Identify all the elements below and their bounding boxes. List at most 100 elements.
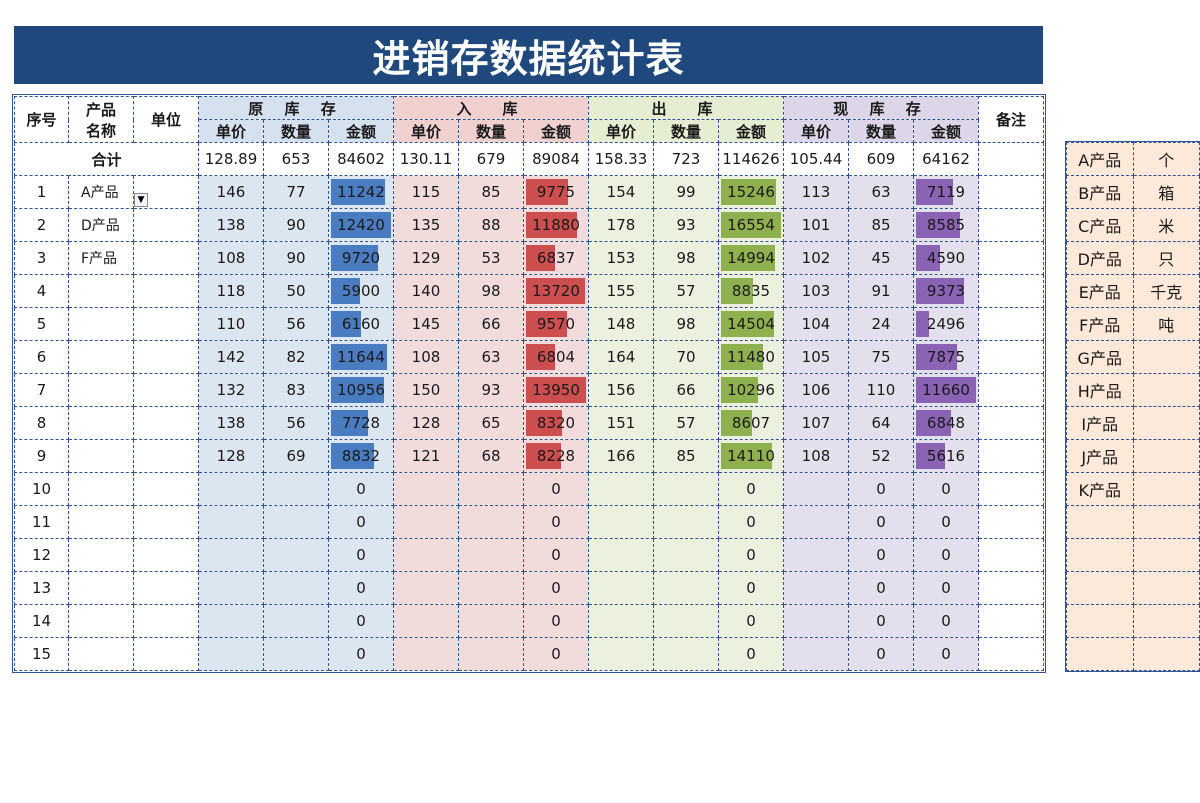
product-name-cell[interactable] [68,406,134,440]
seq-cell[interactable]: 13 [14,571,69,605]
side-unit-cell[interactable] [1132,538,1200,572]
qty-cell[interactable]: 0 [848,604,914,638]
qty-cell[interactable] [458,472,524,506]
side-unit-cell[interactable]: 只 [1132,241,1200,275]
seq-cell[interactable]: 4 [14,274,69,308]
amount-cell[interactable]: 11880 [523,208,589,242]
amount-cell[interactable]: 0 [523,472,589,506]
amount-cell[interactable]: 5900 [328,274,394,308]
seq-cell[interactable]: 14 [14,604,69,638]
remark-cell[interactable] [978,406,1044,440]
unit-cell[interactable] [133,571,199,605]
price-cell[interactable] [393,571,459,605]
price-cell[interactable]: 108 [783,439,849,473]
unit-cell[interactable] [133,406,199,440]
price-cell[interactable] [198,571,264,605]
product-name-cell[interactable]: D产品 [68,208,134,242]
amount-cell[interactable]: 0 [718,472,784,506]
qty-cell[interactable]: 0 [848,637,914,671]
qty-cell[interactable]: 56 [263,307,329,341]
unit-cell[interactable] [133,241,199,275]
unit-cell[interactable] [133,307,199,341]
amount-cell[interactable]: 7728 [328,406,394,440]
remark-cell[interactable] [978,538,1044,572]
qty-cell[interactable] [263,637,329,671]
amount-cell[interactable]: 14994 [718,241,784,275]
side-unit-cell[interactable] [1132,340,1200,374]
qty-cell[interactable]: 91 [848,274,914,308]
qty-cell[interactable]: 53 [458,241,524,275]
amount-cell[interactable]: 0 [523,505,589,539]
total-cell[interactable]: 723 [653,142,719,176]
price-cell[interactable] [393,604,459,638]
price-cell[interactable]: 128 [393,406,459,440]
dropdown-arrow-icon[interactable]: ▼ [134,193,148,207]
side-product-cell[interactable]: J产品 [1066,439,1134,473]
price-cell[interactable] [783,505,849,539]
product-name-cell[interactable] [68,472,134,506]
qty-cell[interactable]: 63 [848,175,914,209]
price-cell[interactable] [783,604,849,638]
amount-cell[interactable]: 0 [913,472,979,506]
remark-cell[interactable] [978,274,1044,308]
amount-cell[interactable]: 0 [523,604,589,638]
amount-cell[interactable]: 5616 [913,439,979,473]
side-product-cell[interactable]: H产品 [1066,373,1134,407]
remark-cell[interactable] [978,340,1044,374]
price-cell[interactable]: 118 [198,274,264,308]
price-cell[interactable]: 154 [588,175,654,209]
seq-cell[interactable]: 5 [14,307,69,341]
qty-cell[interactable]: 52 [848,439,914,473]
qty-cell[interactable]: 45 [848,241,914,275]
qty-cell[interactable]: 98 [653,307,719,341]
qty-cell[interactable]: 0 [848,571,914,605]
amount-cell[interactable]: 6837 [523,241,589,275]
amount-cell[interactable]: 8228 [523,439,589,473]
price-cell[interactable]: 178 [588,208,654,242]
qty-cell[interactable] [458,637,524,671]
remark-cell[interactable] [978,307,1044,341]
price-cell[interactable]: 142 [198,340,264,374]
price-cell[interactable] [588,637,654,671]
price-cell[interactable] [588,472,654,506]
price-cell[interactable]: 151 [588,406,654,440]
qty-cell[interactable] [263,604,329,638]
price-cell[interactable]: 148 [588,307,654,341]
price-cell[interactable]: 101 [783,208,849,242]
side-unit-cell[interactable]: 米 [1132,208,1200,242]
seq-cell[interactable]: 2 [14,208,69,242]
amount-cell[interactable]: 0 [523,571,589,605]
side-product-cell[interactable] [1066,637,1134,671]
qty-cell[interactable]: 83 [263,373,329,407]
seq-cell[interactable]: 8 [14,406,69,440]
price-cell[interactable]: 102 [783,241,849,275]
amount-cell[interactable]: 0 [718,604,784,638]
price-cell[interactable]: 108 [198,241,264,275]
amount-cell[interactable]: 11242 [328,175,394,209]
amount-cell[interactable]: 0 [328,604,394,638]
qty-cell[interactable]: 68 [458,439,524,473]
qty-cell[interactable]: 77 [263,175,329,209]
amount-cell[interactable]: 0 [718,571,784,605]
price-cell[interactable] [783,472,849,506]
price-cell[interactable] [783,637,849,671]
qty-cell[interactable] [458,604,524,638]
total-cell[interactable]: 130.11 [393,142,459,176]
total-cell[interactable]: 64162 [913,142,979,176]
unit-cell[interactable] [133,373,199,407]
side-product-cell[interactable]: G产品 [1066,340,1134,374]
side-unit-cell[interactable] [1132,439,1200,473]
price-cell[interactable] [588,538,654,572]
qty-cell[interactable] [458,505,524,539]
qty-cell[interactable]: 85 [458,175,524,209]
product-name-cell[interactable] [68,505,134,539]
amount-cell[interactable]: 8835 [718,274,784,308]
unit-cell[interactable] [133,604,199,638]
price-cell[interactable]: 104 [783,307,849,341]
price-cell[interactable]: 138 [198,208,264,242]
total-remark-cell[interactable] [978,142,1044,176]
product-name-cell[interactable]: A产品 [68,175,134,209]
amount-cell[interactable]: 0 [328,505,394,539]
remark-cell[interactable] [978,241,1044,275]
amount-cell[interactable]: 0 [913,637,979,671]
